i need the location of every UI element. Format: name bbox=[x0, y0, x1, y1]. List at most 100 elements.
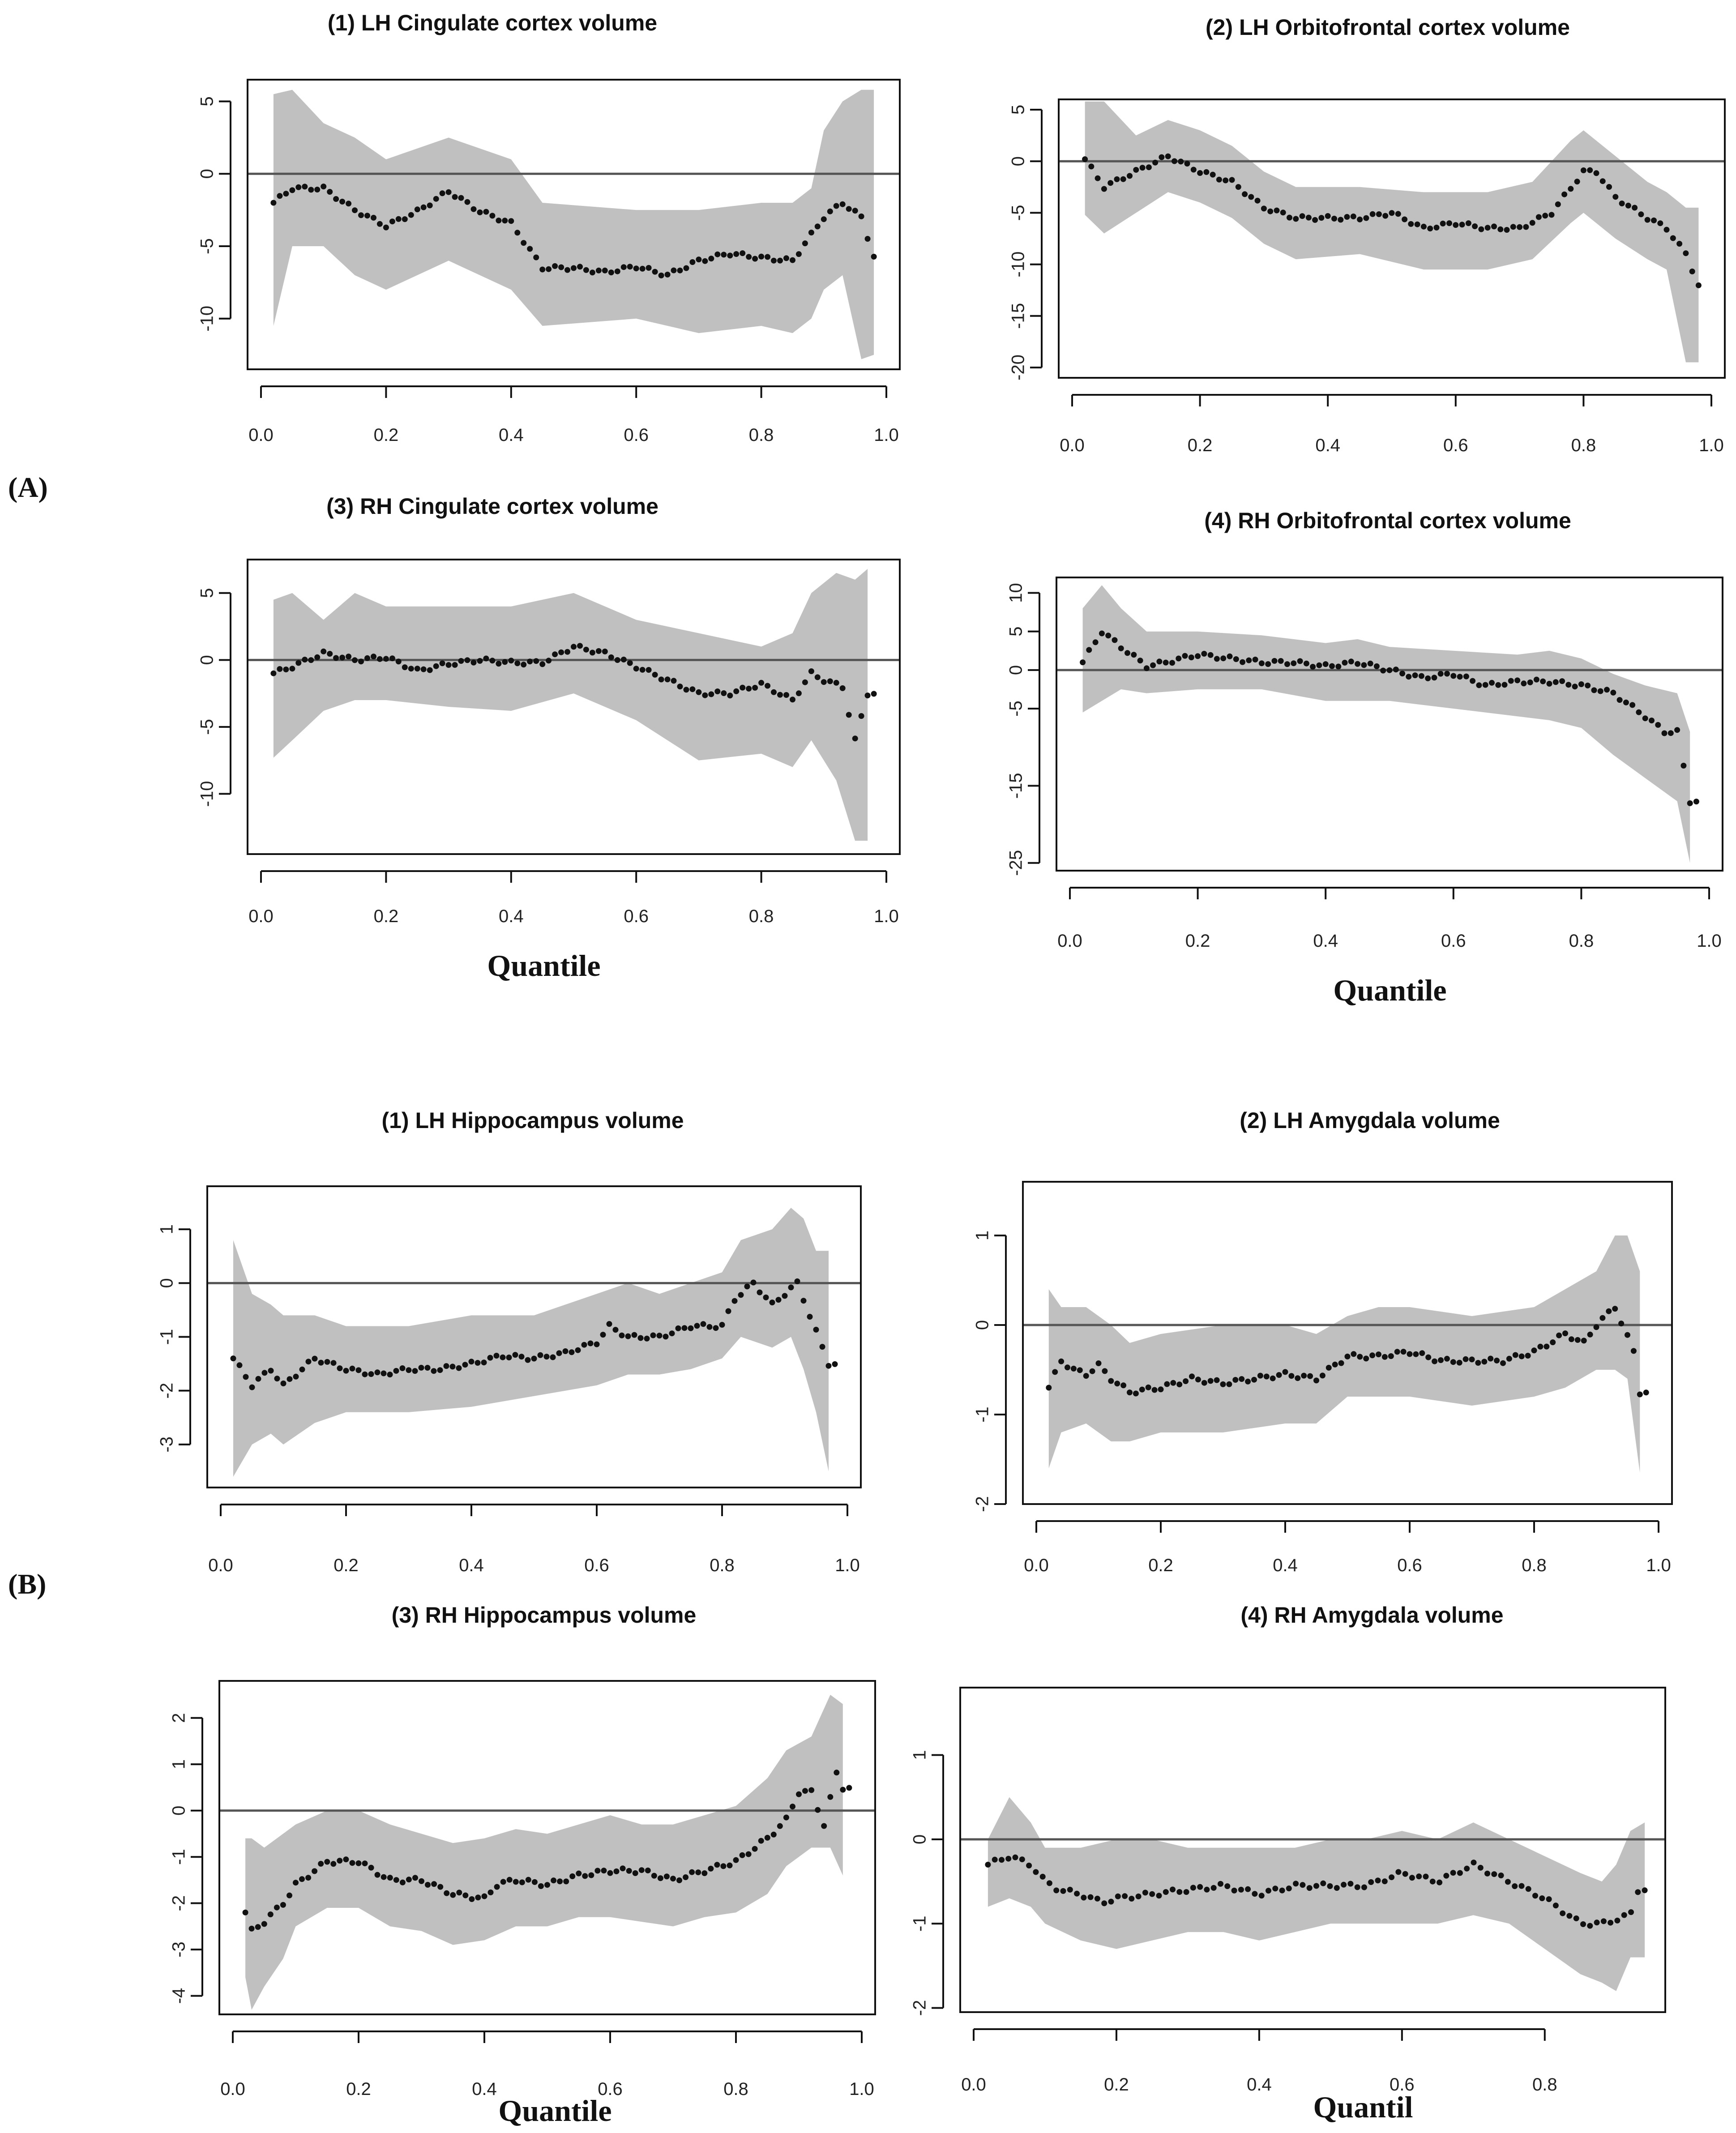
estimate-point bbox=[1540, 678, 1546, 684]
estimate-point bbox=[469, 1896, 475, 1902]
estimate-point bbox=[1239, 1376, 1245, 1382]
estimate-point bbox=[1450, 1870, 1456, 1876]
estimate-point bbox=[521, 662, 527, 668]
estimate-point bbox=[261, 1370, 268, 1376]
estimate-point bbox=[1695, 282, 1702, 288]
estimate-point bbox=[777, 692, 783, 698]
estimate-point bbox=[1282, 1369, 1288, 1375]
estimate-point bbox=[1251, 1376, 1257, 1383]
estimate-point bbox=[437, 1367, 443, 1373]
estimate-point bbox=[783, 1814, 789, 1821]
estimate-point bbox=[790, 257, 795, 263]
estimate-point bbox=[739, 1852, 745, 1858]
estimate-point bbox=[700, 1321, 706, 1327]
estimate-point bbox=[1546, 1896, 1552, 1902]
estimate-point bbox=[1326, 1364, 1332, 1371]
estimate-point bbox=[1195, 1376, 1201, 1383]
estimate-point bbox=[601, 1868, 607, 1874]
estimate-point bbox=[439, 660, 445, 667]
y-tick-label: 0 bbox=[157, 1278, 177, 1288]
estimate-point bbox=[1087, 1894, 1094, 1900]
estimate-point bbox=[795, 251, 802, 257]
estimate-point bbox=[1070, 1365, 1077, 1372]
estimate-point bbox=[1258, 660, 1265, 667]
estimate-point bbox=[871, 253, 877, 260]
estimate-point bbox=[1172, 158, 1177, 164]
estimate-point bbox=[399, 1365, 406, 1371]
estimate-point bbox=[689, 1869, 695, 1875]
estimate-point bbox=[576, 1870, 582, 1877]
estimate-point bbox=[581, 1342, 587, 1348]
estimate-point bbox=[274, 1376, 280, 1382]
estimate-point bbox=[802, 240, 808, 247]
estimate-point bbox=[1491, 223, 1497, 230]
chart-title: (4) RH Orbitofrontal cortex volume bbox=[1204, 508, 1571, 533]
estimate-point bbox=[481, 1359, 487, 1366]
x-tick-label: 0.2 bbox=[1185, 931, 1210, 951]
estimate-point bbox=[324, 1859, 330, 1865]
estimate-point bbox=[558, 264, 564, 270]
estimate-point bbox=[569, 1873, 576, 1879]
estimate-point bbox=[637, 1335, 644, 1341]
estimate-point bbox=[727, 252, 733, 259]
estimate-point bbox=[286, 1376, 293, 1382]
estimate-point bbox=[1287, 214, 1292, 221]
estimate-point bbox=[1203, 169, 1210, 175]
x-tick-label: 1.0 bbox=[1699, 436, 1724, 455]
x-tick-label: 0.0 bbox=[1060, 436, 1085, 455]
estimate-point bbox=[362, 1371, 368, 1377]
estimate-point bbox=[677, 684, 683, 690]
x-tick-label: 0.2 bbox=[374, 906, 399, 926]
estimate-point bbox=[702, 258, 708, 264]
estimate-point bbox=[631, 1332, 637, 1338]
estimate-point bbox=[790, 1804, 795, 1810]
estimate-point bbox=[1216, 176, 1222, 183]
estimate-point bbox=[506, 1355, 512, 1360]
estimate-point bbox=[462, 1892, 469, 1898]
estimate-point bbox=[280, 1902, 286, 1908]
estimate-point bbox=[683, 1874, 689, 1881]
estimate-point bbox=[1231, 1887, 1237, 1894]
estimate-point bbox=[646, 667, 652, 673]
estimate-point bbox=[1433, 224, 1440, 231]
estimate-point bbox=[1437, 1879, 1443, 1885]
estimate-point bbox=[695, 1869, 701, 1876]
estimate-point bbox=[1081, 1894, 1087, 1901]
estimate-point bbox=[393, 1368, 399, 1374]
estimate-point bbox=[790, 697, 795, 703]
plot-frame bbox=[247, 559, 901, 855]
estimate-point bbox=[1494, 1357, 1500, 1364]
estimate-point bbox=[1482, 682, 1488, 688]
estimate-point bbox=[727, 692, 733, 699]
y-tick-label: -5 bbox=[197, 238, 217, 254]
estimate-point bbox=[443, 1363, 449, 1369]
estimate-point bbox=[518, 1354, 525, 1360]
estimate-point bbox=[539, 266, 546, 273]
estimate-point bbox=[1369, 1352, 1376, 1359]
estimate-point bbox=[577, 264, 583, 270]
estimate-point bbox=[1573, 1915, 1579, 1921]
estimate-point bbox=[1484, 225, 1491, 231]
estimate-point bbox=[1444, 1355, 1450, 1362]
estimate-point bbox=[1252, 1891, 1258, 1897]
estimate-point bbox=[1532, 1893, 1538, 1899]
estimate-point bbox=[1227, 653, 1233, 659]
estimate-point bbox=[602, 267, 608, 274]
x-tick-label: 0.8 bbox=[1532, 2075, 1557, 2095]
estimate-point bbox=[714, 1862, 720, 1868]
estimate-point bbox=[1523, 224, 1529, 230]
plot-frame bbox=[959, 1687, 1666, 2013]
estimate-point bbox=[721, 690, 727, 696]
estimate-point bbox=[663, 1873, 670, 1880]
estimate-point bbox=[1578, 681, 1584, 687]
estimate-point bbox=[513, 1879, 519, 1885]
estimate-point bbox=[1514, 677, 1521, 684]
estimate-point bbox=[1263, 1373, 1270, 1380]
estimate-point bbox=[1363, 215, 1369, 221]
estimate-point bbox=[1248, 194, 1254, 200]
estimate-point bbox=[758, 253, 765, 260]
estimate-point bbox=[1419, 1350, 1425, 1356]
y-tick-label: 5 bbox=[197, 588, 217, 598]
estimate-point bbox=[538, 1883, 544, 1889]
chart-title: (1) LH Cingulate cortex volume bbox=[328, 10, 657, 35]
